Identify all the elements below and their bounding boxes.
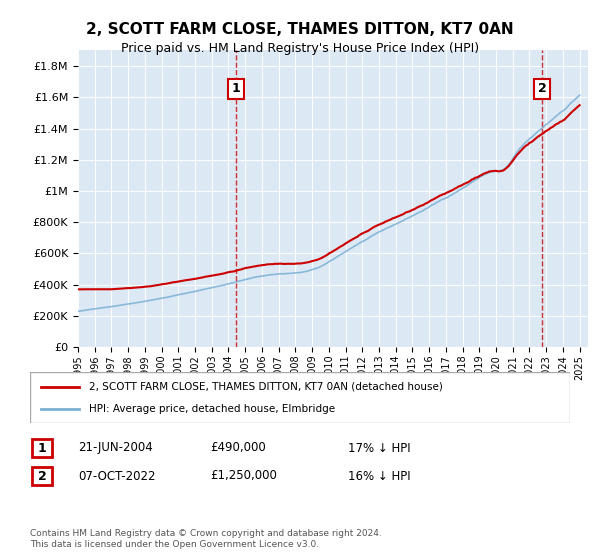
Text: 1: 1 (38, 441, 46, 455)
Text: £490,000: £490,000 (210, 441, 266, 455)
Text: 1: 1 (232, 82, 241, 96)
Text: HPI: Average price, detached house, Elmbridge: HPI: Average price, detached house, Elmb… (89, 404, 335, 414)
Text: 17% ↓ HPI: 17% ↓ HPI (348, 441, 410, 455)
Text: 2, SCOTT FARM CLOSE, THAMES DITTON, KT7 0AN (detached house): 2, SCOTT FARM CLOSE, THAMES DITTON, KT7 … (89, 381, 443, 391)
Text: 2: 2 (38, 469, 46, 483)
Text: 07-OCT-2022: 07-OCT-2022 (78, 469, 155, 483)
Text: Price paid vs. HM Land Registry's House Price Index (HPI): Price paid vs. HM Land Registry's House … (121, 42, 479, 55)
Text: Contains HM Land Registry data © Crown copyright and database right 2024.
This d: Contains HM Land Registry data © Crown c… (30, 529, 382, 549)
FancyBboxPatch shape (32, 467, 52, 485)
Text: 2, SCOTT FARM CLOSE, THAMES DITTON, KT7 0AN: 2, SCOTT FARM CLOSE, THAMES DITTON, KT7 … (86, 22, 514, 38)
Text: 21-JUN-2004: 21-JUN-2004 (78, 441, 153, 455)
Text: £1,250,000: £1,250,000 (210, 469, 277, 483)
Text: 2: 2 (538, 82, 547, 96)
Text: 16% ↓ HPI: 16% ↓ HPI (348, 469, 410, 483)
FancyBboxPatch shape (30, 372, 570, 423)
FancyBboxPatch shape (32, 439, 52, 457)
